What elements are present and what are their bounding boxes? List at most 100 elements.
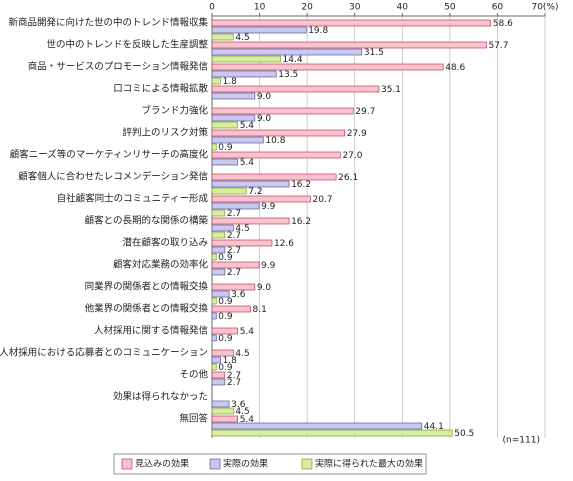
value-label: 57.7 <box>488 41 508 51</box>
bar <box>211 356 221 364</box>
bar <box>211 202 260 210</box>
bar <box>211 209 226 217</box>
value-label: 4.5 <box>235 224 249 234</box>
x-tick-label: 0 <box>209 3 215 13</box>
value-label: 1.8 <box>223 77 238 87</box>
value-label: 2.7 <box>227 268 241 278</box>
bar <box>211 217 290 225</box>
value-label: 35.1 <box>381 85 401 95</box>
value-label: 5.4 <box>240 415 255 425</box>
category-label: 顧客との長期的な関係の構築 <box>85 215 209 227</box>
legend-frame <box>113 453 427 475</box>
bar <box>211 363 217 371</box>
category-label: 同業界の関係者との情報交換 <box>85 281 209 293</box>
bar <box>211 400 230 408</box>
bar <box>211 107 354 115</box>
value-label: 5.4 <box>240 327 255 337</box>
bar <box>211 121 239 129</box>
bar <box>211 407 234 415</box>
bar <box>211 415 239 423</box>
value-label: 16.2 <box>291 217 311 227</box>
value-label: 20.7 <box>312 195 332 205</box>
bar <box>211 114 256 122</box>
bar <box>211 143 217 151</box>
value-label: 13.5 <box>278 70 298 80</box>
value-label: 2.7 <box>227 371 241 381</box>
bar <box>211 239 273 247</box>
value-label: 0.9 <box>218 363 233 373</box>
category-label: 他業界の関係者との情報交換 <box>85 303 209 315</box>
bar <box>211 41 487 49</box>
bar <box>211 371 226 379</box>
legend-swatch <box>209 458 221 470</box>
value-label: 16.2 <box>291 180 311 190</box>
value-label: 4.5 <box>235 407 249 417</box>
x-tick-label: 10 <box>254 3 266 13</box>
bar <box>211 26 307 34</box>
bar <box>211 151 341 159</box>
bar <box>211 92 256 100</box>
category-label: 新商品開発に向けた世の中のトレンド情報収集 <box>8 17 208 29</box>
value-label: 2.7 <box>227 378 241 388</box>
bar <box>211 231 226 239</box>
bar <box>211 246 226 254</box>
value-label: 8.1 <box>253 305 267 315</box>
value-label: 2.7 <box>227 231 241 241</box>
legend-label: 実際の効果 <box>223 458 268 470</box>
value-label: 0.9 <box>218 312 233 322</box>
bar <box>211 429 453 437</box>
x-tick-label: 20 <box>301 3 313 13</box>
value-label: 27.9 <box>347 129 367 139</box>
value-label: 29.7 <box>355 107 375 117</box>
value-label: 0.9 <box>218 253 233 263</box>
bar <box>211 63 444 71</box>
category-label: 商品・サービスのプロモーション情報発信 <box>28 61 208 73</box>
value-label: 7.2 <box>248 187 262 197</box>
x-tick-label: 30 <box>349 3 361 13</box>
bar <box>211 305 251 313</box>
value-label: 14.4 <box>283 55 303 65</box>
category-label: 無回答 <box>179 413 208 425</box>
bar <box>211 422 423 430</box>
value-label: 2.7 <box>227 209 241 219</box>
category-label: 人材採用に関する情報発信 <box>94 325 208 337</box>
value-label: 9.9 <box>261 261 276 271</box>
value-label: 5.4 <box>240 158 255 168</box>
category-label: 顧客個人に合わせたレコメンデーション発信 <box>18 171 208 183</box>
bar <box>211 253 217 261</box>
legend-swatch <box>301 458 313 470</box>
bar <box>211 129 346 137</box>
bar <box>211 349 234 357</box>
legend-swatch <box>121 458 133 470</box>
bar <box>211 136 264 144</box>
x-tick-label: 70(%) <box>531 3 558 13</box>
bar <box>211 327 239 335</box>
value-label: 9.0 <box>257 283 272 293</box>
category-label: 効果は得られなかった <box>113 391 208 403</box>
value-label: 0.9 <box>218 143 233 153</box>
bar <box>211 297 217 305</box>
x-tick-label: 50 <box>444 3 456 13</box>
category-label: 世の中のトレンドを反映した生産調整 <box>46 39 208 51</box>
value-label: 2.7 <box>227 246 241 256</box>
bar <box>211 224 234 232</box>
legend-label: 見込みの効果 <box>135 458 189 470</box>
category-label: 顧客対応業務の効率化 <box>113 259 209 271</box>
value-label: 4.5 <box>235 33 249 43</box>
category-label: 人材採用における応募者とのコミュニケーション <box>0 347 208 359</box>
value-label: 4.5 <box>235 349 249 359</box>
bar <box>211 334 217 342</box>
value-label: 48.6 <box>445 63 465 73</box>
bar <box>211 33 234 41</box>
category-label: 顧客ニーズ等のマーケティンリサーチの高度化 <box>10 149 209 161</box>
value-label: 26.1 <box>338 173 358 183</box>
bar <box>211 77 221 85</box>
bar <box>211 70 277 78</box>
value-label: 5.4 <box>240 121 255 131</box>
bar <box>211 173 337 181</box>
bar <box>211 268 226 276</box>
value-label: 9.0 <box>257 92 272 102</box>
legend-label: 実際に得られた最大の効果 <box>315 458 423 470</box>
